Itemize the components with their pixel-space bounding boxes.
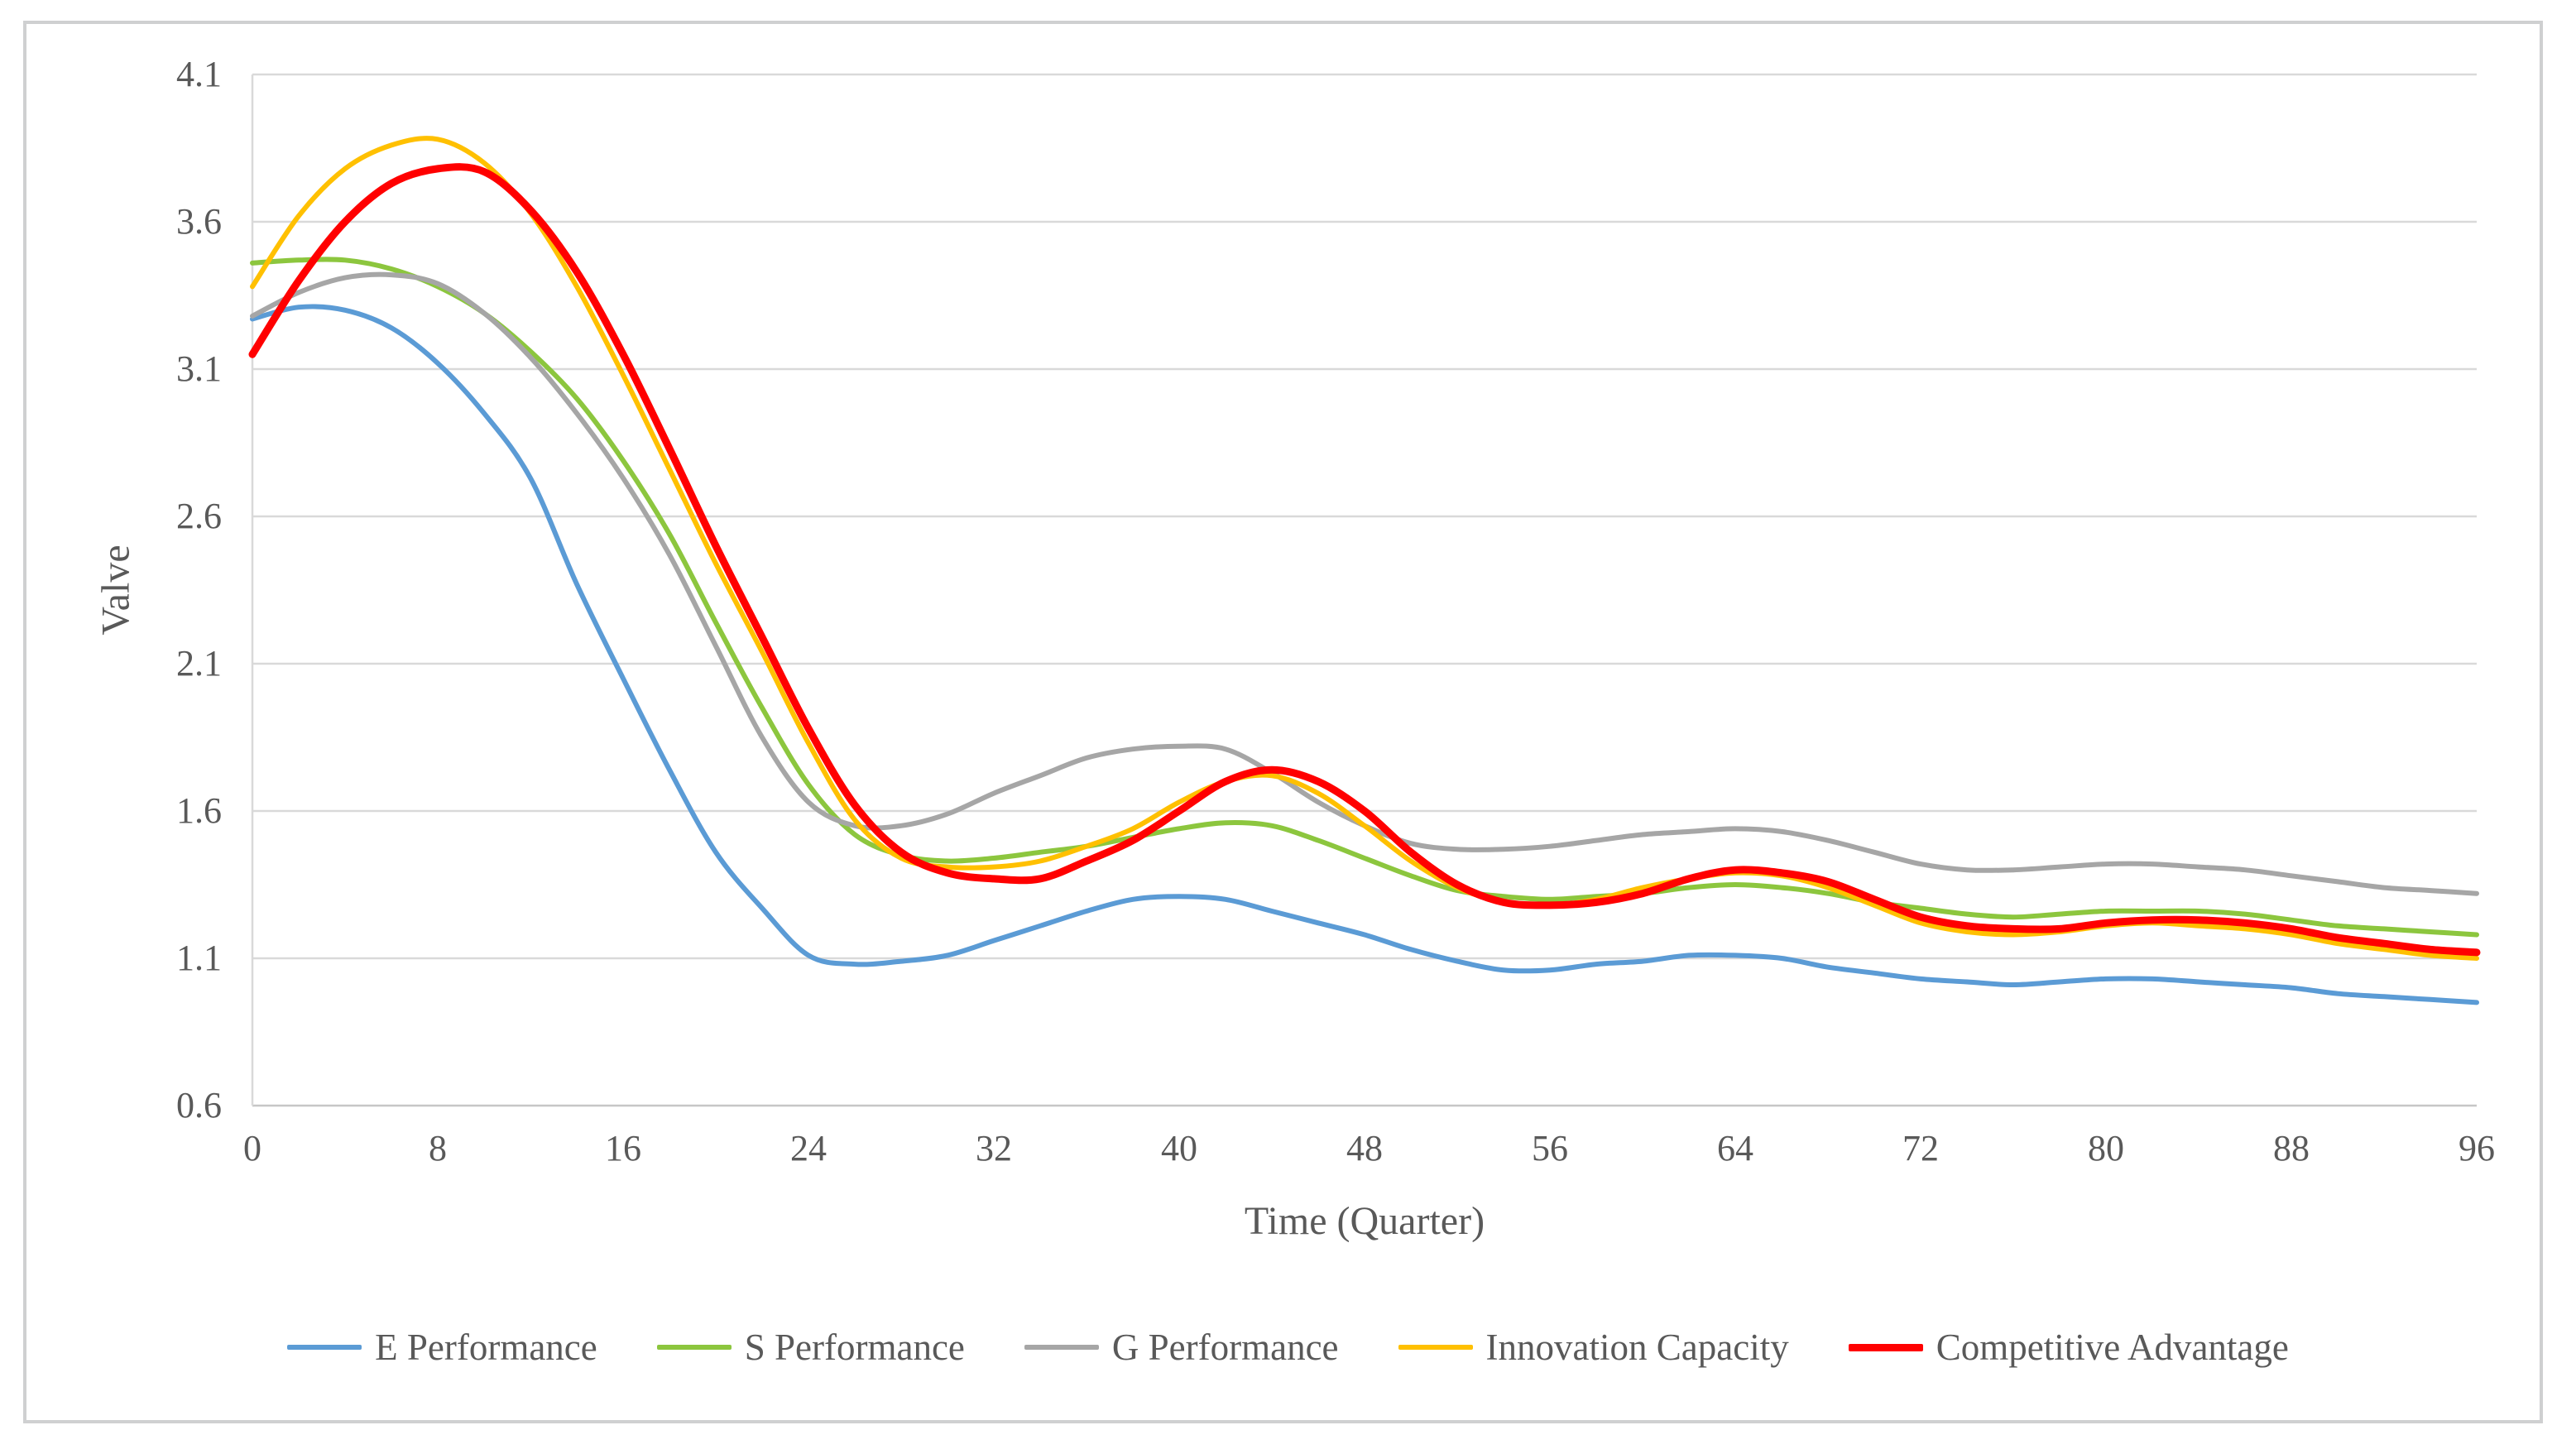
series-line-g-performance — [250, 271, 2479, 896]
legend-swatch-icon — [656, 1345, 732, 1350]
x-tick-label: 80 — [2088, 1128, 2124, 1168]
legend-item: G Performance — [1024, 1326, 1339, 1369]
x-tick-label: 24 — [790, 1128, 827, 1168]
legend-label: Competitive Advantage — [1936, 1327, 2289, 1368]
legend-item: Competitive Advantage — [1848, 1326, 2289, 1369]
chart-legend: E Performance S Performance G Performance I… — [0, 1326, 2576, 1369]
x-tick-label: 8 — [429, 1128, 447, 1168]
legend-label: E Performance — [375, 1327, 597, 1368]
x-tick-label: 40 — [1161, 1128, 1197, 1168]
legend-label: G Performance — [1111, 1327, 1339, 1368]
series-line-competitive-advantage — [248, 163, 2481, 957]
series-line-s-performance — [250, 257, 2479, 938]
x-tick-label: 16 — [605, 1128, 641, 1168]
y-tick-label: 2.1 — [176, 643, 222, 684]
x-tick-label: 32 — [976, 1128, 1012, 1168]
x-tick-label: 64 — [1717, 1128, 1753, 1168]
y-tick-label: 3.6 — [176, 201, 222, 242]
y-tick-label: 1.6 — [176, 790, 222, 831]
x-tick-label: 0 — [243, 1128, 261, 1168]
x-axis-title: Time (Quarter) — [1244, 1199, 1485, 1243]
legend-swatch-icon — [287, 1345, 362, 1350]
legend-swatch-icon — [1024, 1345, 1099, 1350]
legend-item: S Performance — [656, 1326, 965, 1369]
y-tick-label: 3.1 — [176, 348, 222, 389]
legend-swatch-icon — [1398, 1345, 1473, 1350]
y-tick-label: 0.6 — [176, 1085, 222, 1125]
y-tick-label: 4.1 — [176, 54, 222, 94]
series-line-e-performance — [250, 304, 2479, 1005]
y-axis-title: Valve — [94, 545, 138, 636]
y-tick-label: 2.6 — [176, 496, 222, 536]
x-tick-label: 96 — [2458, 1128, 2495, 1168]
x-tick-label: 56 — [1532, 1128, 1568, 1168]
legend-label: S Performance — [744, 1327, 965, 1368]
legend-swatch-icon — [1848, 1343, 1923, 1351]
x-tick-label: 72 — [1902, 1128, 1939, 1168]
series-line-innovation-capacity — [250, 136, 2479, 961]
legend-item: Innovation Capacity — [1398, 1326, 1789, 1369]
legend-item: E Performance — [287, 1326, 597, 1369]
y-tick-label: 1.1 — [176, 938, 222, 978]
x-tick-label: 88 — [2273, 1128, 2310, 1168]
figure-frame — [23, 21, 2543, 1423]
x-tick-label: 48 — [1346, 1128, 1383, 1168]
legend-label: Innovation Capacity — [1485, 1327, 1789, 1368]
